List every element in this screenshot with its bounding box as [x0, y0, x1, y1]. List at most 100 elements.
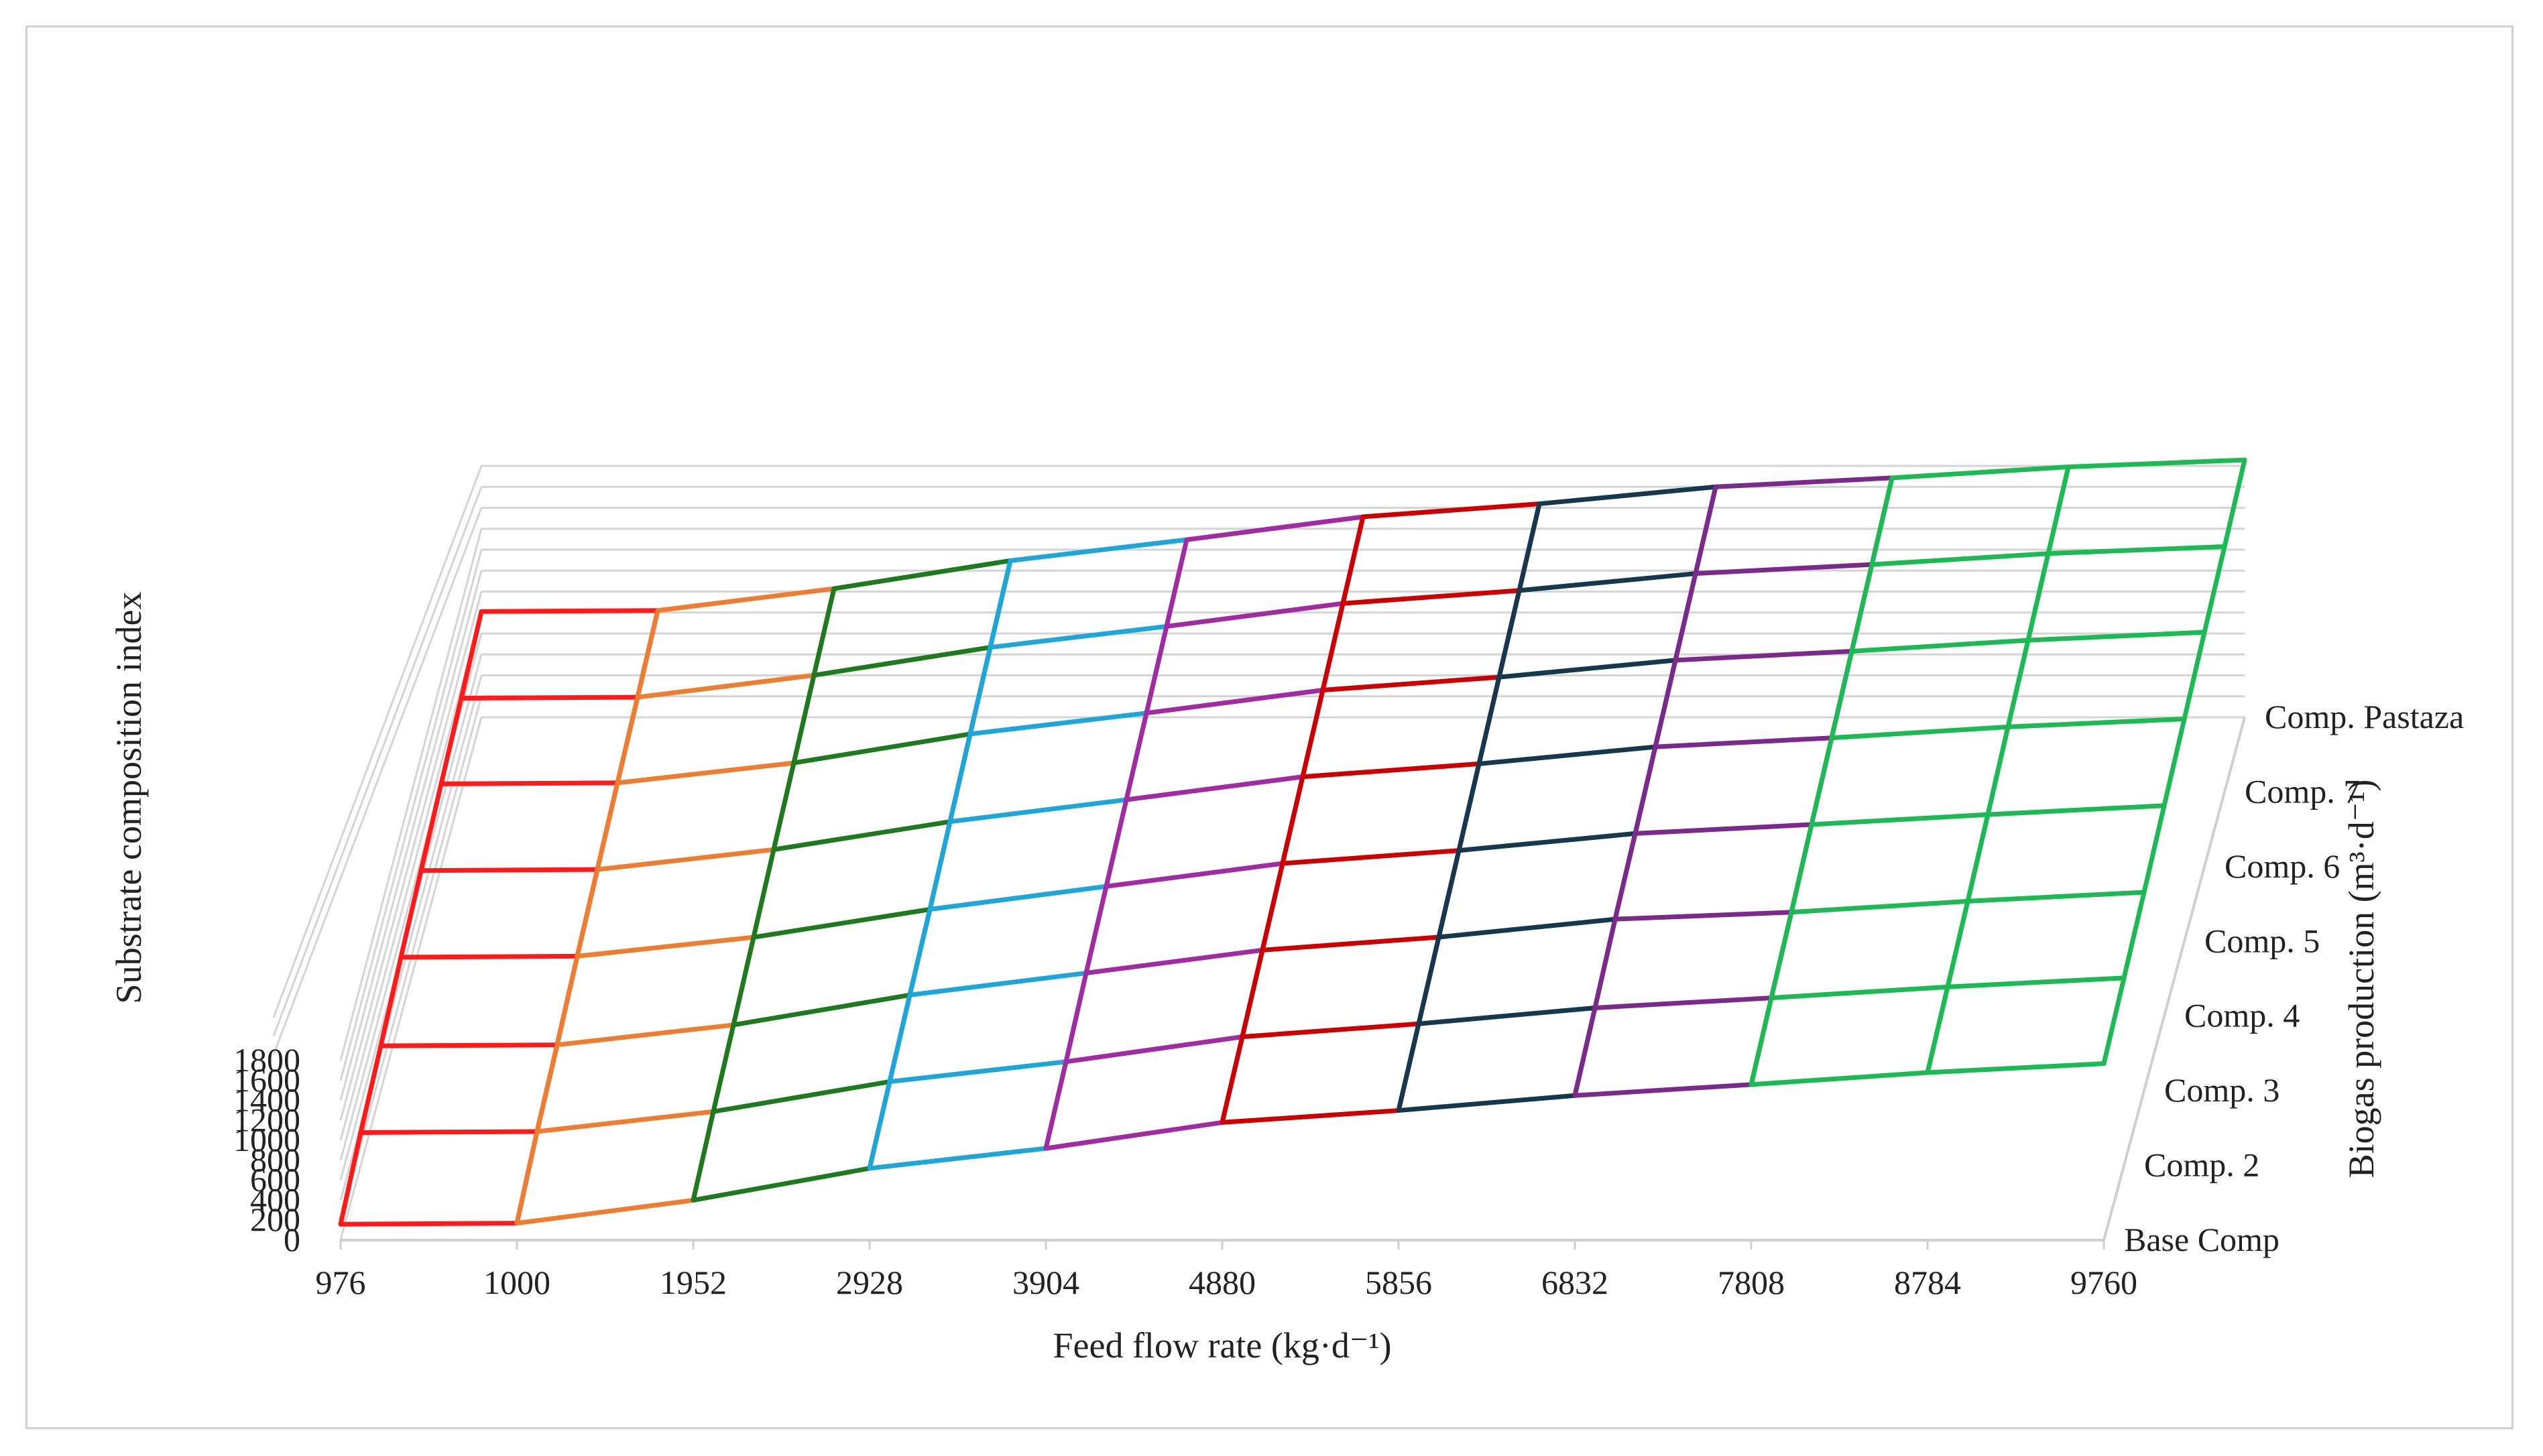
surface-series-line [947, 797, 1129, 825]
surface-series-line [1416, 1005, 1598, 1026]
axis-labels: 976 1000 1952 2928 3904 4880 5856 6832 7808 8784 9… [109, 592, 2464, 1366]
surface-cross-line [1925, 466, 2071, 1073]
surface-series-line [1673, 648, 1854, 663]
x-tick-label: 2928 [836, 1264, 903, 1301]
surface-cross-line [2101, 459, 2247, 1065]
surface-series-line [967, 711, 1149, 737]
surface-series-line [438, 780, 620, 786]
surface-series-line [398, 953, 580, 960]
y-axis-title: Substrate composition index [109, 592, 149, 1004]
surface-series-line [1476, 744, 1658, 766]
surface-series-line [1456, 831, 1638, 853]
series-tick-label: Comp. 6 [2225, 847, 2340, 885]
series-tick-label: Comp. 4 [2184, 997, 2300, 1034]
side-gridline [339, 591, 483, 1121]
y-tick-label: 1200 [233, 1101, 300, 1138]
surface-series-line [831, 558, 1013, 591]
x-tick-label: 9760 [2070, 1264, 2137, 1301]
surface-series-line [1653, 735, 1834, 749]
surface-series-line [1360, 501, 1542, 520]
side-gridline [272, 507, 483, 1055]
surface-cross-line [1749, 477, 1895, 1085]
side-gridline [272, 486, 483, 1037]
side-gridline [339, 549, 483, 1081]
surface-series-line [378, 1042, 560, 1048]
surface-series-line [1572, 1082, 1754, 1098]
surface-series-line [907, 971, 1089, 997]
surface-series-line [1008, 537, 1189, 563]
series-tick-label: Comp. 5 [2204, 922, 2320, 959]
surface-series-line [1063, 1034, 1245, 1065]
x-tick-label: 6832 [1541, 1264, 1608, 1301]
x-tick-label: 1952 [660, 1264, 727, 1301]
surface-series-line [1144, 687, 1325, 716]
surface-series-line [534, 1109, 716, 1134]
x-tick-label: 976 [316, 1264, 366, 1301]
y-tick-label: 800 [250, 1141, 300, 1178]
surface-cross-line [1396, 503, 1542, 1111]
y-tick-label: 200 [250, 1201, 300, 1238]
surface-series-line [1829, 724, 2011, 741]
y-tick-label: 1600 [233, 1061, 300, 1099]
series-tick-label: Comp. 2 [2144, 1146, 2259, 1184]
surface-series-line [459, 694, 640, 701]
surface-series-line [1693, 562, 1875, 577]
surface-cross-line [514, 610, 660, 1224]
surface-series-line [1184, 514, 1366, 542]
y-tick-label: 400 [250, 1180, 300, 1218]
side-gridline [272, 465, 483, 1018]
x-tick-label: 7808 [1718, 1264, 1785, 1301]
surface-series-line [1260, 934, 1441, 953]
surface-series-line [1124, 774, 1305, 802]
surface-series-line [514, 1197, 696, 1226]
surface-series-line [1104, 861, 1285, 889]
surface-series-line [791, 731, 973, 766]
series-tick-label: Base Comp [2124, 1221, 2280, 1258]
surface-series-line [1713, 475, 1895, 489]
surface-series-line [1809, 812, 1991, 827]
side-gridline [339, 528, 483, 1061]
surface-series-line [1849, 638, 2031, 654]
y-tick-label: 1400 [233, 1081, 300, 1119]
surface-series-line [1633, 822, 1814, 836]
surface-series-line [2005, 716, 2187, 729]
surface-series-line [1945, 975, 2127, 989]
surface-cross-line [691, 588, 837, 1201]
surface-series-line [927, 884, 1109, 912]
surface-series-line [1300, 761, 1482, 780]
surface-series-line [615, 760, 796, 786]
series-tick-label: Comp. Pastaza [2265, 698, 2464, 735]
surface-series-line [554, 1022, 736, 1048]
surface-cross-line [1572, 486, 1718, 1096]
surface-series-line [1789, 898, 1970, 915]
surface-series-line [1220, 1108, 1401, 1125]
side-gridline [339, 717, 483, 1241]
y-tick-label: 1000 [233, 1121, 300, 1158]
surface-series-line [751, 906, 933, 940]
surface-cross-line [338, 611, 484, 1225]
surface-series-line [1240, 1021, 1421, 1040]
surface-series-line [655, 586, 837, 613]
surface-series-line [1889, 465, 2071, 481]
surface-series-line [2046, 544, 2227, 556]
series-tick-label: Comp. 7 [2245, 772, 2360, 810]
surface-mesh [338, 457, 2247, 1227]
axes [339, 717, 2246, 1250]
x-axis-title: Feed flow rate (kg·d⁻¹) [1053, 1325, 1391, 1366]
surface-series-line [811, 645, 993, 678]
surface-series-line [1965, 890, 2147, 904]
surface-series-line [1043, 1119, 1225, 1151]
surface-series-line [1436, 916, 1618, 940]
surface-series-line [771, 819, 953, 852]
surface-series-line [1749, 1070, 1930, 1087]
x-tick-label: 5856 [1365, 1264, 1432, 1301]
surface-series-line [1280, 848, 1462, 866]
surface-cross-line [1220, 516, 1366, 1124]
surface-series-line [1925, 1061, 2107, 1075]
surface-cross-line [1043, 539, 1189, 1149]
surface-series-line [1496, 658, 1678, 680]
surface-series-line [988, 623, 1169, 650]
x-tick-label: 4880 [1189, 1264, 1256, 1301]
surface-series-line [1869, 551, 2051, 567]
